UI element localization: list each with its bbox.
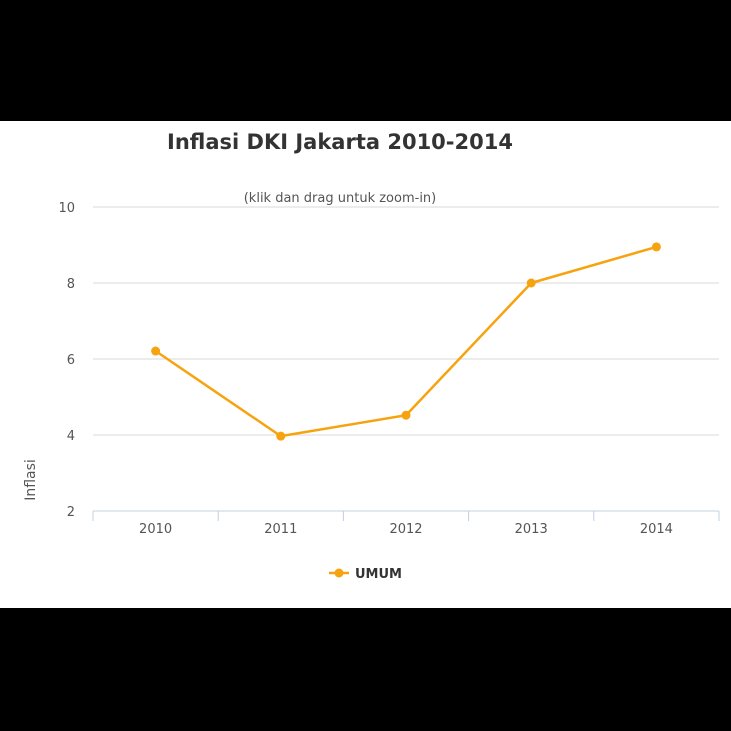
series-umum[interactable] (151, 242, 661, 441)
x-tick-label: 2014 (640, 522, 673, 537)
x-tick-label: 2013 (515, 522, 548, 537)
gridlines (93, 206, 719, 436)
chart-title: Inflasi DKI Jakarta 2010-2014 (167, 130, 513, 154)
x-axis: 2010 2011 2012 2013 2014 (92, 510, 720, 537)
chart-subtitle: (klik dan drag untuk zoom-in) (244, 191, 437, 206)
legend-item-umum[interactable]: UMUM (355, 567, 402, 582)
chart-panel: Inflasi DKI Jakarta 2010-2014 (klik dan … (0, 121, 731, 608)
y-tick-label: 2 (67, 505, 75, 520)
data-point[interactable] (151, 346, 161, 356)
series-line (154, 245, 657, 438)
x-tick-label: 2011 (264, 522, 297, 537)
y-axis: 2 4 6 8 10 (58, 201, 75, 520)
y-tick-label: 4 (67, 429, 75, 444)
x-tick-label: 2010 (139, 522, 172, 537)
y-tick-label: 6 (67, 353, 75, 368)
data-point[interactable] (401, 410, 411, 420)
data-point[interactable] (276, 431, 286, 441)
y-tick-label: 8 (67, 277, 75, 292)
data-point[interactable] (651, 242, 661, 252)
legend-marker (334, 568, 344, 578)
legend[interactable]: UMUM (329, 567, 402, 582)
y-axis-label: Inflasi (23, 459, 39, 501)
y-tick-label: 10 (58, 201, 75, 216)
line-chart[interactable]: Inflasi DKI Jakarta 2010-2014 (klik dan … (0, 121, 731, 608)
x-tick-label: 2012 (389, 522, 422, 537)
data-point[interactable] (526, 278, 536, 288)
